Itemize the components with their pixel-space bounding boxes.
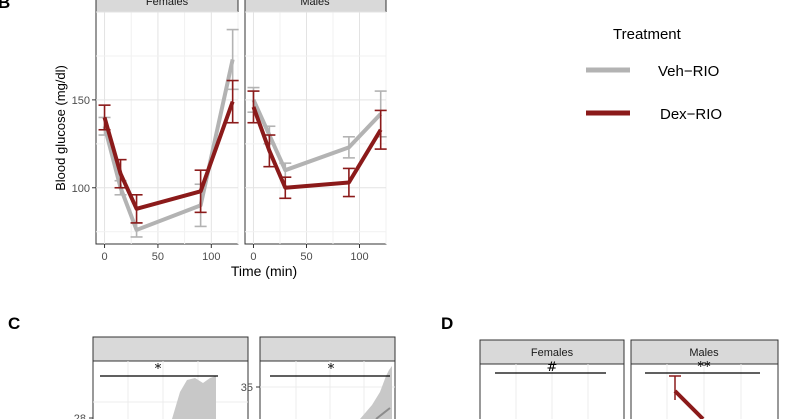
legend: Treatment Veh−RIO Dex−RIO xyxy=(586,26,722,123)
confidence-band-c1 xyxy=(172,376,216,419)
confidence-band-c2 xyxy=(360,366,392,419)
y-tick-label-c2: 35 xyxy=(241,382,253,394)
facet-label-females: Females xyxy=(146,0,189,8)
panel-c-facet-1: * 28 xyxy=(74,336,249,419)
series-group-females xyxy=(98,28,239,238)
x-axis-title: Time (min) xyxy=(231,263,297,279)
panel-d-facet-females: Females # xyxy=(479,339,625,419)
significance-marker-d-females: # xyxy=(547,360,558,375)
panel-b-axes: 0 50 100 0 50 100 100 150 xyxy=(72,95,369,263)
panel-label-d: D xyxy=(441,314,453,333)
legend-label-veh-rio: Veh−RIO xyxy=(658,63,719,80)
facet-strip-d-females xyxy=(479,339,625,365)
facet-females: Females xyxy=(95,0,239,245)
panel-c-facet-2: * 35 xyxy=(241,336,396,419)
gridlines-males xyxy=(245,11,387,244)
x-tick-label: 0 xyxy=(250,251,256,263)
x-tick-label: 100 xyxy=(202,251,220,263)
series-line-d-males xyxy=(673,389,705,419)
legend-label-dex-rio: Dex−RIO xyxy=(660,106,722,123)
trend-line-c2 xyxy=(375,407,391,419)
significance-marker-c1: * xyxy=(155,362,162,377)
y-tick-label-c1: 28 xyxy=(74,413,86,419)
facet-label-d-males: Males xyxy=(689,347,719,359)
x-tick-label: 50 xyxy=(300,251,312,263)
significance-marker-c2: * xyxy=(328,362,335,377)
facet-strip-c2 xyxy=(259,336,396,362)
y-tick-label: 100 xyxy=(72,183,90,195)
y-axis-title: Blood glucose (mg/dl) xyxy=(53,65,68,191)
facet-strip-c1 xyxy=(92,336,249,362)
plot-area-c1 xyxy=(92,360,249,419)
plot-area-females xyxy=(95,11,239,245)
legend-title: Treatment xyxy=(613,26,682,43)
panel-label-b: B xyxy=(0,0,10,12)
facet-label-d-females: Females xyxy=(531,347,574,359)
facet-strip-d-males xyxy=(630,339,779,365)
panel-d-facet-males: Males ** xyxy=(630,339,779,419)
gridlines-females xyxy=(96,11,239,244)
x-tick-label: 50 xyxy=(152,251,164,263)
x-tick-label: 100 xyxy=(350,251,368,263)
y-tick-label: 150 xyxy=(72,95,90,107)
plot-area-males xyxy=(244,11,387,245)
x-tick-label: 0 xyxy=(101,251,107,263)
series-group-males xyxy=(247,86,387,200)
facet-label-males: Males xyxy=(300,0,330,8)
panel-label-c: C xyxy=(8,314,20,333)
significance-marker-d-males: ** xyxy=(698,360,712,375)
facet-males: Males xyxy=(244,0,387,245)
